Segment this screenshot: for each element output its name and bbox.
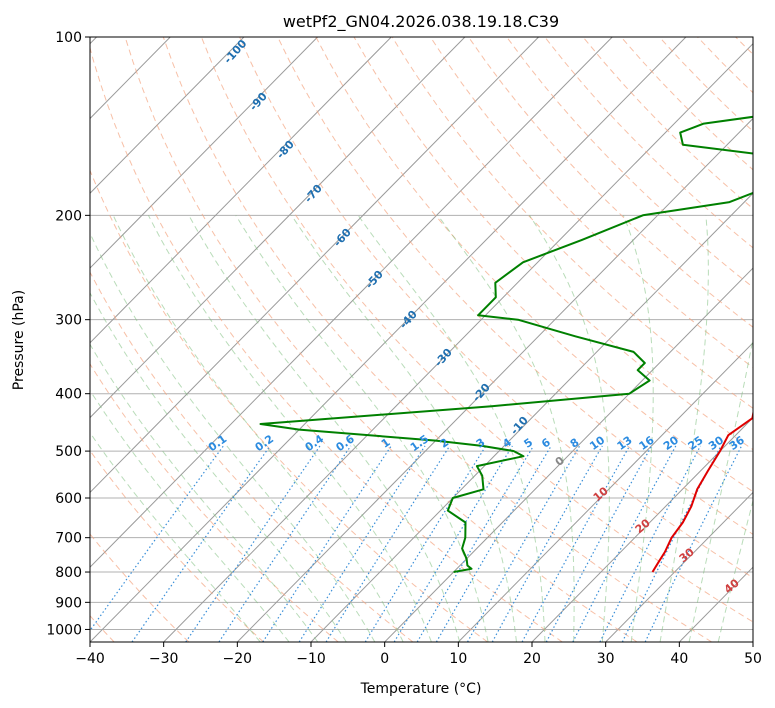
isotherm-line — [90, 37, 245, 194]
isotherm-line — [90, 37, 392, 344]
dry-adiabat-line — [315, 37, 753, 493]
dry-adiabat-line — [277, 37, 753, 535]
x-tick-label: 50 — [744, 651, 762, 667]
isotherm-line — [531, 416, 753, 642]
mixing-ratio-line — [416, 445, 535, 642]
dry-adiabat-line — [90, 46, 563, 642]
y-tick-label: 500 — [55, 444, 82, 460]
x-tick-label: 40 — [670, 651, 688, 667]
moist-adiabat-line — [659, 215, 709, 642]
x-tick-label: 0 — [380, 651, 389, 667]
y-axis-label: Pressure (hPa) — [11, 290, 27, 390]
x-axis-label: Temperature (°C) — [360, 681, 482, 697]
y-tick-label: 1000 — [46, 622, 82, 638]
moist-adiabat-line — [90, 232, 376, 642]
dry-adiabat-line — [353, 37, 753, 451]
isotherm-line — [384, 267, 753, 642]
y-tick-label: 900 — [55, 595, 82, 611]
dry-adiabat-line — [200, 37, 753, 623]
isotherm-line — [90, 37, 613, 568]
y-tick-label: 300 — [55, 313, 82, 329]
y-tick-label: 700 — [55, 531, 82, 547]
mixing-ratio-line — [325, 445, 451, 642]
moist-adiabat-line — [90, 291, 347, 642]
moist-adiabat-line — [623, 215, 654, 642]
isotherm-line — [90, 37, 466, 419]
dry-adiabat-line — [429, 37, 753, 369]
mixing-ratio-line — [521, 445, 631, 642]
x-tick-label: −10 — [296, 651, 326, 667]
x-tick-label: −20 — [223, 651, 253, 667]
isotherm-line — [90, 37, 539, 494]
dry-adiabat-line — [90, 169, 488, 642]
moist-adiabat-line — [112, 215, 404, 642]
chart-title: wetPf2_GN04.2026.038.19.18.C39 — [283, 12, 559, 32]
temperature-profile-line — [651, 409, 753, 573]
y-tick-label: 800 — [55, 565, 82, 581]
moist-adiabat-line — [90, 343, 319, 642]
dry-adiabat-line — [90, 449, 264, 642]
mixing-ratio-line — [644, 445, 743, 642]
dewpoint-profile-line — [259, 115, 753, 573]
mixing-ratio-line — [185, 445, 321, 642]
dry-adiabat-line — [239, 37, 753, 579]
x-tick-label: 20 — [523, 651, 541, 667]
y-tick-label: 600 — [55, 491, 82, 507]
moist-adiabat-line — [235, 215, 489, 642]
isotherm-line — [752, 641, 753, 642]
isotherm-line — [605, 491, 753, 642]
mixing-ratio-line — [131, 445, 271, 642]
axis-layer: −40 −30 −20 −10 0 10 20 30 40 50 100 200 300 400 500 60… — [46, 30, 762, 667]
moist-adiabat-line — [357, 215, 546, 642]
mixing-ratio-line — [262, 445, 392, 642]
moist-adiabat-line — [529, 215, 610, 642]
mixing-ratio-line — [435, 445, 552, 642]
moist-adiabat-line — [90, 431, 261, 642]
mixing-ratio-line — [218, 445, 352, 642]
x-tick-label: 10 — [449, 651, 467, 667]
grid-layer — [90, 37, 753, 642]
dry-adiabat-line — [124, 37, 638, 642]
mixing-ratio-line — [90, 445, 224, 632]
y-tick-label: 400 — [55, 387, 82, 403]
dry-adiabat-line — [506, 37, 753, 288]
y-tick-label: 100 — [55, 30, 82, 46]
isotherm-line — [90, 37, 318, 269]
moist-adiabat-line — [188, 215, 461, 642]
plot-frame — [89, 36, 754, 643]
dry-adiabat-line — [90, 363, 339, 642]
isotherm-line — [457, 342, 753, 642]
plot-area — [90, 37, 753, 642]
mixing-ratio-line — [491, 445, 603, 642]
mixing-ratio-line — [393, 445, 513, 642]
dry-adiabat-line — [391, 37, 753, 409]
series-layer — [259, 115, 753, 573]
moist-adiabat-line — [147, 215, 432, 642]
x-tick-label: −30 — [149, 651, 179, 667]
isotherm-line — [236, 117, 753, 642]
moist-adiabat-line — [688, 336, 753, 642]
isotherm-line — [163, 42, 753, 642]
x-tick-label: 30 — [597, 651, 615, 667]
mixing-ratio-line — [298, 445, 426, 642]
x-tick-label: −40 — [75, 651, 105, 667]
isotherm-line — [90, 37, 687, 642]
y-tick-label: 200 — [55, 208, 82, 224]
dry-adiabat-line — [468, 37, 753, 328]
mixing-ratio-line — [599, 445, 701, 642]
moist-adiabat-line — [437, 215, 575, 642]
dry-adiabat-line — [90, 271, 414, 642]
mixing-ratio-line — [364, 445, 487, 642]
dry-adiabat-line — [162, 37, 712, 642]
